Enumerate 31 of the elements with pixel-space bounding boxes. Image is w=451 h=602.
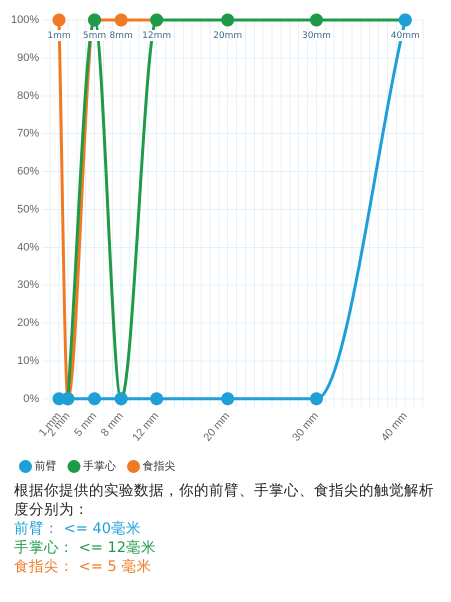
annotation: 5mm	[82, 30, 106, 41]
annotation: 8mm	[110, 30, 133, 41]
y-tick-label: 90%	[17, 52, 40, 64]
y-tick-label: 70%	[17, 128, 40, 140]
y-tick-label: 100%	[10, 14, 40, 26]
x-tick-label: 40 mm	[379, 410, 410, 444]
annotation: 12mm	[142, 30, 172, 41]
annotation: 40mm	[390, 30, 420, 41]
x-tick-label: 5 mm	[72, 410, 100, 439]
x-tick-label: 8 mm	[98, 410, 126, 439]
text: 食指尖： <= 5 毫米	[14, 558, 152, 577]
y-tick-label: 10%	[17, 354, 40, 367]
y-tick-label: 60%	[17, 166, 40, 178]
annotation: 30mm	[302, 30, 331, 41]
y-tick-label: 0%	[23, 392, 40, 405]
y-tick-label: 80%	[17, 90, 40, 102]
legend-label: 食指尖	[142, 460, 176, 473]
y-tick-label: 40%	[17, 241, 40, 254]
y-tick-label: 50%	[17, 203, 40, 216]
x-tick-label: 20 mm	[202, 410, 232, 444]
y-tick-label: 20%	[17, 317, 40, 330]
x-tick-label: 30 mm	[290, 410, 322, 444]
x-tick-label: 12 mm	[130, 410, 162, 444]
y-tick-label: 30%	[17, 279, 40, 292]
text: 手掌心： <= 12毫米	[14, 539, 157, 558]
annotation: 20mm	[213, 30, 242, 41]
text: 根据你提供的实验数据，你的前臂、手掌心、食指尖的触觉解析度分别为：	[14, 482, 435, 520]
legend-label: 手掌心	[83, 460, 116, 473]
text: 前臂： <= 40毫米	[14, 520, 142, 539]
annotation: 1mm	[47, 30, 71, 41]
legend-label: 前臂	[34, 460, 56, 473]
